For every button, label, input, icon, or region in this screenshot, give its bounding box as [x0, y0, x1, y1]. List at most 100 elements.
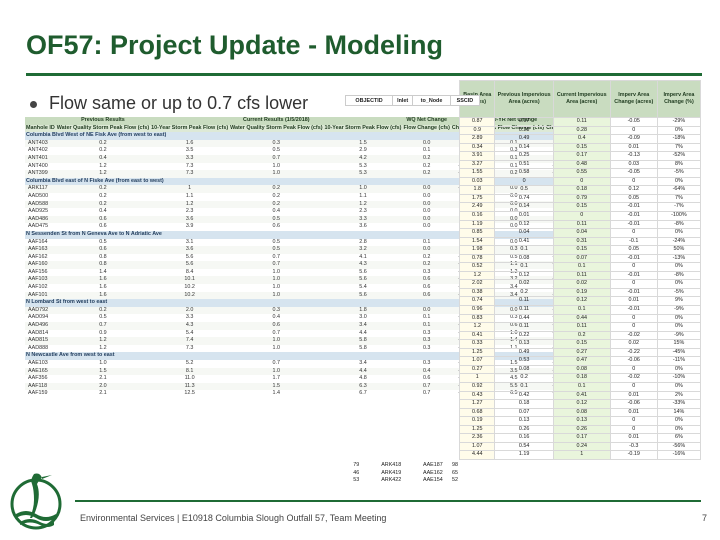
table-cell: 2.8 — [359, 238, 367, 245]
table-cell: 0.01 — [609, 407, 658, 418]
table-cell: 0.5 — [99, 314, 107, 321]
table-row: 79 ARK418 AAE187 98 — [345, 462, 459, 470]
section-title: N Newcastle Ave from west to east — [25, 352, 577, 360]
table-cell: 0.6 — [422, 375, 431, 382]
table-cell: 3.6 — [359, 223, 367, 230]
table-cell: 0% — [656, 125, 702, 136]
table-cell: 0.1 — [494, 381, 554, 392]
table-row: 1.54 0.41 0.31 -0.1 -24% — [458, 236, 702, 247]
table-cell: 1.2 — [458, 270, 496, 281]
column-header: Flow Change (cfs) — [402, 124, 451, 133]
table-cell: 3.3 — [150, 154, 230, 163]
table-row: 0.38 0.2 0.19 -0.01 -5% — [458, 287, 702, 298]
table-row: 1 0.2 0.18 -0.02 -10% — [458, 373, 702, 383]
table-cell: 0.47 — [552, 356, 611, 366]
table-cell: 3.9 — [185, 223, 194, 230]
table-cell: 0.08 — [494, 364, 554, 375]
table-cell: 0.01 — [609, 142, 658, 153]
table-row: 0.83 0.44 0.44 0 0% — [458, 313, 702, 324]
table-cell: 2.36 — [458, 433, 496, 443]
table-cell: 0.1 — [494, 262, 554, 272]
node-id-table-header: OBJECTID Inlet to_Node SSCID — [344, 95, 481, 106]
column-header: Inlet — [392, 95, 414, 106]
table-cell: 0.16 — [458, 211, 496, 221]
page-number: 7 — [702, 513, 708, 523]
table-cell: 0% — [656, 381, 702, 392]
table-cell: 3.4 — [359, 360, 367, 366]
table-cell: 0.49 — [494, 347, 554, 358]
table-cell: 0.11 — [494, 322, 554, 332]
table-cell: 8.1 — [150, 367, 230, 376]
table-cell: 0.08 — [494, 253, 554, 264]
table-cell: 5.3 — [359, 162, 367, 169]
table-cell: 0.6 — [99, 223, 107, 230]
manhole-id-cell: AAD486 — [25, 215, 56, 224]
table-cell: 0.3 — [229, 306, 324, 315]
table-cell: 0.04 — [494, 228, 554, 238]
table-cell: 6.3 — [323, 382, 403, 391]
table-cell: 1.0 — [229, 170, 324, 178]
table-row: 3.91 0.25 0.17 -0.13 -52% — [458, 151, 702, 161]
section-row: N Newcastle Ave from west to east — [25, 352, 577, 360]
manhole-id-cell: AAD792 — [25, 306, 56, 315]
manhole-id-cell: ANT400 — [28, 162, 48, 169]
column-header: Imperv Area Change (%) — [656, 80, 702, 118]
table-cell: 1.5 — [229, 382, 324, 391]
table-cell: -8% — [656, 219, 702, 230]
table-cell: 0.14 — [494, 142, 554, 153]
table-cell: 1.0 — [229, 276, 324, 285]
table-cell: 0.68 — [458, 407, 496, 418]
table-cell: 1.07 — [458, 356, 496, 366]
table-cell: 1.4 — [272, 390, 281, 397]
table-header-row: OBJECTID Inlet to_Node SSCID — [344, 95, 481, 106]
table-cell: 0.19 — [458, 416, 496, 426]
table-cell: 0.2 — [229, 185, 324, 193]
table-cell: -11% — [656, 356, 702, 366]
table-cell: 0.28 — [494, 125, 554, 136]
table-cell: 0.2 — [402, 261, 451, 269]
table-cell: 0.08 — [552, 364, 611, 375]
table-cell: 1.2 — [55, 337, 151, 345]
table-cell: 1 — [150, 185, 230, 193]
table-cell: 0.0 — [402, 139, 451, 148]
table-cell: 0.7 — [55, 322, 151, 330]
table-cell: 5.6 — [323, 291, 403, 300]
table-cell: 0 — [609, 416, 658, 426]
table-row: 1.27 0.18 0.12 -0.06 -33% — [458, 399, 702, 409]
table-cell: 1.54 — [458, 236, 496, 247]
table-cell: 0.3 — [422, 360, 431, 366]
table-cell: 1.0 — [272, 268, 281, 275]
column-header: Current Impervious Area (acres) — [552, 80, 611, 118]
table-cell: 8.4 — [185, 268, 194, 275]
table-cell: 2.0 — [55, 382, 151, 391]
table-row: 0.87 0.17 0.11 -0.05 -29% — [458, 117, 702, 127]
table-cell: 6% — [656, 433, 702, 443]
table-cell: 0.19 — [552, 287, 611, 298]
table-cell: 0.24 — [552, 441, 611, 452]
table-cell: -0.13 — [609, 151, 658, 161]
table-cell: 3.2 — [323, 246, 403, 254]
table-cell: 0.13 — [494, 339, 554, 349]
table-cell: 0.85 — [458, 228, 496, 238]
manhole-id-cell: AAD888 — [28, 344, 49, 351]
table-cell: 1.1 — [185, 192, 194, 199]
table-cell: -29% — [656, 117, 702, 127]
section-title: Columbia Blvd east of N Fiske Ave (from … — [25, 177, 577, 186]
table-cell: 0.01 — [494, 211, 554, 221]
table-cell: 2.3 — [359, 208, 367, 215]
table-cell: 0.26 — [494, 424, 554, 435]
table-cell: 0.07 — [552, 253, 611, 264]
table-cell: 0.26 — [552, 424, 611, 435]
table-cell: 0.3 — [422, 344, 431, 351]
table-cell: 0 — [552, 211, 611, 221]
table-cell: 0 — [609, 313, 658, 324]
table-row: 0.74 0.11 0.12 0.01 9% — [458, 296, 702, 307]
table-cell: 3.6 — [150, 215, 230, 224]
table-cell: 0.03 — [458, 176, 496, 187]
column-header: to_Node — [412, 95, 451, 106]
table-row: 0.43 0.42 0.41 0.01 2% — [458, 390, 702, 401]
table-cell: 0.74 — [458, 296, 496, 307]
manhole-id-cell: AAD475 — [28, 223, 49, 230]
table-cell: 14% — [656, 407, 702, 418]
table-cell: 5.6 — [323, 276, 403, 285]
